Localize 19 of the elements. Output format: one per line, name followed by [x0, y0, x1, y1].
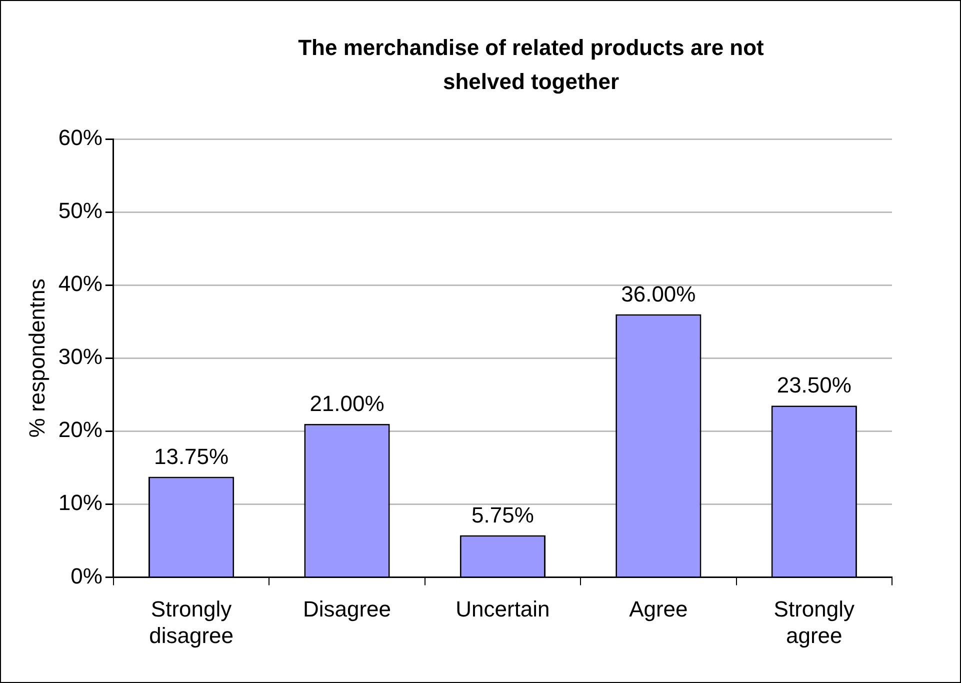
data-label: 5.75% [472, 502, 534, 528]
y-tick-label: 40% [58, 271, 102, 296]
y-tick-label: 0% [70, 563, 102, 588]
y-axis-title: % respondentns [24, 278, 50, 438]
data-label: 36.00% [621, 281, 696, 306]
y-tick-label: 60% [58, 125, 102, 150]
y-tick-label: 10% [58, 490, 102, 516]
data-label: 13.75% [154, 444, 229, 469]
x-tick-label: Disagree [302, 596, 392, 622]
data-label: 23.50% [776, 372, 852, 398]
x-tick-label: Agree [629, 596, 688, 622]
x-tick-label: Strongly disagree [149, 596, 234, 648]
x-tick-label: Strongly agree [774, 596, 855, 648]
chart-title: The merchandise of related products are not shelved together [297, 34, 765, 96]
data-label: 21.00% [310, 390, 384, 416]
y-tick-label: 50% [58, 198, 102, 224]
x-tick-label: Uncertain [456, 596, 550, 622]
y-tick-label: 20% [58, 417, 102, 442]
y-tick-label: 30% [58, 344, 102, 370]
